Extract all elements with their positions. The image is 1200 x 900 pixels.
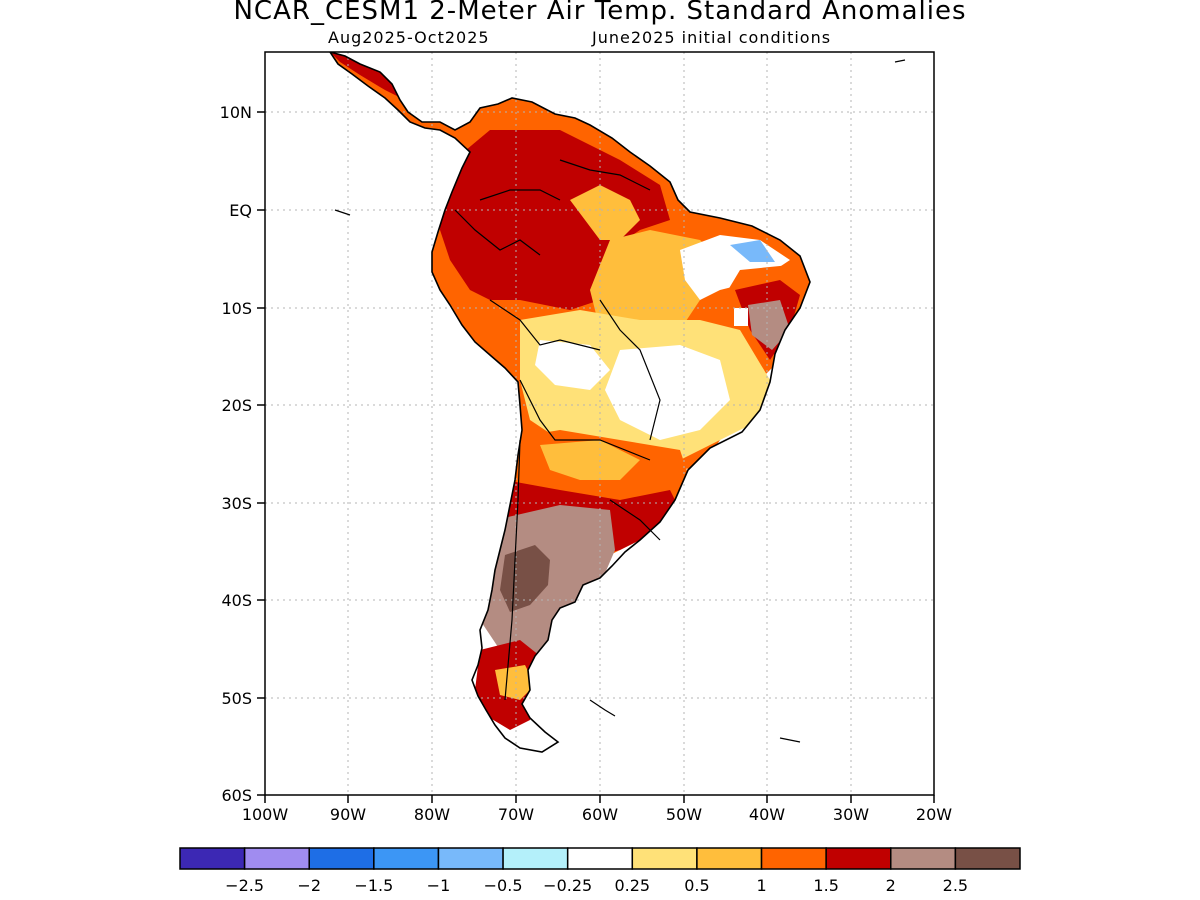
lon-label: 20W [916, 805, 952, 824]
colorbar-label: −0.25 [543, 876, 592, 895]
lat-label: 20S [221, 396, 252, 415]
galapagos [334, 209, 351, 216]
colorbar-label: 1 [756, 876, 766, 895]
anomaly-1-guiana [570, 185, 640, 240]
anomaly-neutral-bahia-spot [734, 308, 748, 326]
island [894, 59, 906, 63]
lat-label: 60S [221, 786, 252, 805]
initial-conditions: June2025 initial conditions [592, 28, 832, 47]
lon-label: 100W [242, 805, 289, 824]
border-line [519, 379, 651, 461]
lat-label: 40S [221, 591, 252, 610]
anomaly-1-chaco [540, 440, 640, 480]
colorbar-label: 0.25 [614, 876, 650, 895]
lon-label: 60W [582, 805, 618, 824]
lon-label: 40W [749, 805, 785, 824]
axis-ticks [257, 111, 935, 803]
lon-label: 80W [414, 805, 450, 824]
south-georgia [779, 737, 801, 743]
colorbar-swatch [890, 847, 957, 870]
colorbar-swatch [696, 847, 763, 870]
colorbar-label: −2 [297, 876, 321, 895]
lon-label: 70W [498, 805, 534, 824]
colorbar-swatch [437, 847, 504, 870]
longitude-labels: 100W 90W 80W 70W 60W 50W 40W 30W 20W [242, 805, 952, 824]
colorbar-swatch [373, 847, 440, 870]
border-line [489, 299, 601, 351]
colorbar-label: −0.5 [484, 876, 523, 895]
border-line [599, 299, 661, 441]
graticule [265, 52, 934, 795]
colorbar-swatch [954, 847, 1021, 870]
border-line [454, 209, 541, 256]
anomaly-2p5-bahia [748, 300, 790, 350]
anomaly-1-southern-tip [495, 665, 535, 700]
colorbar-label: 1.5 [813, 876, 838, 895]
border-line [479, 189, 561, 201]
colorbar-label: −1 [427, 876, 451, 895]
coastlines [329, 52, 906, 753]
anomaly-neutral-bolivia [535, 340, 610, 390]
falkland-islands [589, 699, 616, 717]
colorbar-swatch [566, 847, 634, 870]
colorbar-label: −1.5 [354, 876, 393, 895]
colorbar-label: −2.5 [225, 876, 264, 895]
lat-label: EQ [229, 201, 252, 220]
lat-label: 10S [221, 299, 252, 318]
colorbar-label: 0.5 [684, 876, 709, 895]
colorbar-swatch [631, 847, 698, 870]
lat-label: 10N [220, 103, 252, 122]
anomaly-2-amazon [430, 130, 670, 310]
border-line [504, 439, 521, 701]
colorbar-swatch [243, 847, 310, 870]
lat-label: 50S [221, 689, 252, 708]
latitude-labels: 10N EQ 10S 20S 30S 40S 50S 60S [220, 103, 252, 805]
lon-label: 90W [330, 805, 366, 824]
anomaly-neutral-brazil [605, 345, 730, 440]
colorbar-label: 2.5 [943, 876, 968, 895]
border-line [609, 499, 661, 541]
lat-label: 30S [221, 494, 252, 513]
anomaly-minus-0p5-ceara [730, 240, 775, 262]
colorbar-swatch [502, 847, 569, 870]
anomaly-above-2p5-patagonia [500, 545, 550, 612]
colorbar-swatch [179, 847, 246, 870]
colorbar-swatch [825, 847, 892, 870]
lon-label: 50W [666, 805, 702, 824]
colorbar: −2.5 −2 −1.5 −1 −0.5 −0.25 0.25 0.5 1 1.5 2 2.5 [179, 847, 1021, 895]
colorbar-label: 2 [886, 876, 896, 895]
lon-label: 30W [833, 805, 869, 824]
colorbar-swatch [308, 847, 375, 870]
colorbar-swatch [760, 847, 827, 870]
border-line [559, 159, 651, 191]
map-title: NCAR_CESM1 2-Meter Air Temp. Standard An… [233, 0, 967, 26]
forecast-period: Aug2025-Oct2025 [328, 28, 490, 47]
